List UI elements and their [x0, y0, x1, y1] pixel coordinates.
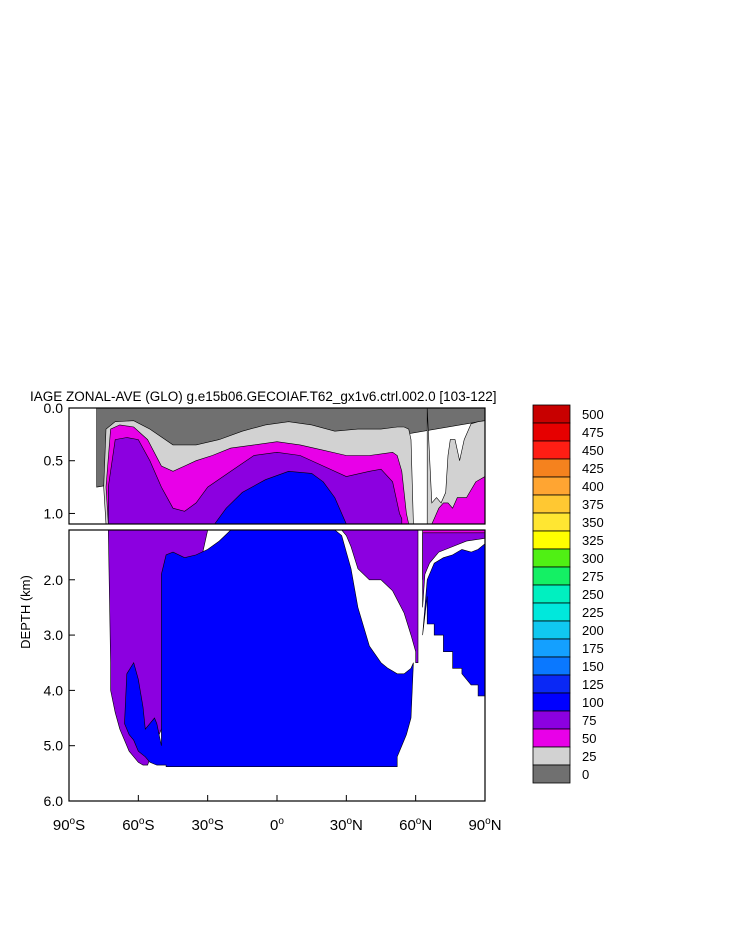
upper-contour-6: [214, 470, 347, 524]
colorbar-box-18: [532, 440, 571, 460]
colorbar-box-0: [532, 764, 571, 784]
colorbar-box-15: [532, 494, 571, 514]
colorbar-label-7: 325: [582, 533, 604, 548]
y-tick-label-upper-1: 0.5: [44, 453, 64, 469]
y-axis-lower: 2.0 3.0 4.0 5.0 6.0: [44, 572, 75, 809]
colorbar-label-6: 350: [582, 515, 604, 530]
upper-panel-frame: [68, 407, 486, 525]
colorbar-box-17: [532, 458, 571, 478]
colorbar-label-1: 475: [582, 425, 604, 440]
x-tick-label-0: 90oS: [53, 816, 85, 834]
x-tick-label-5: 60oN: [399, 816, 432, 834]
x-tick-label-4: 30oN: [330, 816, 363, 834]
colorbar-box-8: [532, 620, 571, 640]
y-tick-label-upper-0: 0.0: [44, 400, 64, 416]
colorbar-box-14: [532, 512, 571, 532]
x-tick-label-2: 30oS: [192, 816, 224, 834]
colorbar-label-8: 300: [582, 551, 604, 566]
colorbar-label-15: 125: [582, 677, 604, 692]
colorbar-box-3: [532, 710, 571, 730]
colorbar-label-12: 200: [582, 623, 604, 638]
y-tick-label-lower-2: 4.0: [44, 682, 64, 698]
colorbar-label-11: 225: [582, 605, 604, 620]
x-tick-label-3: 0o: [270, 816, 284, 834]
chart-title: IAGE ZONAL-AVE (GLO) g.e15b06.GECOIAF.T6…: [30, 389, 496, 404]
colorbar-label-14: 150: [582, 659, 604, 674]
colorbar-box-13: [532, 530, 571, 550]
y-tick-label-lower-1: 3.0: [44, 627, 64, 643]
colorbar-label-18: 50: [582, 731, 596, 746]
colorbar-label-2: 450: [582, 443, 604, 458]
lower-contour-4: [422, 543, 485, 697]
colorbar: 5004754504254003753503253002752502252001…: [532, 404, 604, 784]
colorbar-label-9: 275: [582, 569, 604, 584]
colorbar-label-16: 100: [582, 695, 604, 710]
y-tick-label-lower-4: 6.0: [44, 793, 64, 809]
colorbar-box-6: [532, 656, 571, 676]
x-tick-label-6: 90oN: [468, 816, 501, 834]
colorbar-box-20: [532, 404, 571, 424]
colorbar-label-3: 425: [582, 461, 604, 476]
lower-contour-3: [124, 530, 414, 768]
colorbar-label-20: 0: [582, 767, 589, 782]
colorbar-box-16: [532, 476, 571, 496]
colorbar-box-4: [532, 692, 571, 712]
upper-panel-contours: [96, 408, 485, 524]
y-tick-label-lower-0: 2.0: [44, 572, 64, 588]
colorbar-label-0: 500: [582, 407, 604, 422]
y-axis-label: DEPTH (km): [18, 575, 33, 649]
lower-panel-contours: [107, 530, 485, 768]
colorbar-box-19: [532, 422, 571, 442]
colorbar-label-19: 25: [582, 749, 596, 764]
colorbar-box-11: [532, 566, 571, 586]
colorbar-label-5: 375: [582, 497, 604, 512]
y-axis-upper: 0.0 0.5 1.0: [44, 400, 75, 521]
colorbar-label-17: 75: [582, 713, 596, 728]
y-tick-label-upper-2: 1.0: [44, 505, 64, 521]
colorbar-label-4: 400: [582, 479, 604, 494]
colorbar-box-9: [532, 602, 571, 622]
y-tick-label-lower-3: 5.0: [44, 738, 64, 754]
colorbar-label-13: 175: [582, 641, 604, 656]
upper-contour-4: [431, 476, 485, 524]
colorbar-box-12: [532, 548, 571, 568]
colorbar-box-2: [532, 728, 571, 748]
x-tick-label-1: 60oS: [122, 816, 154, 834]
colorbar-box-10: [532, 584, 571, 604]
lower-contour-2: [422, 532, 485, 608]
x-axis: 90oS 60oS 30oS 0o 30oN 60oN 90oN: [53, 795, 502, 834]
colorbar-box-5: [532, 674, 571, 694]
colorbar-label-10: 250: [582, 587, 604, 602]
colorbar-box-7: [532, 638, 571, 658]
colorbar-box-1: [532, 746, 571, 766]
